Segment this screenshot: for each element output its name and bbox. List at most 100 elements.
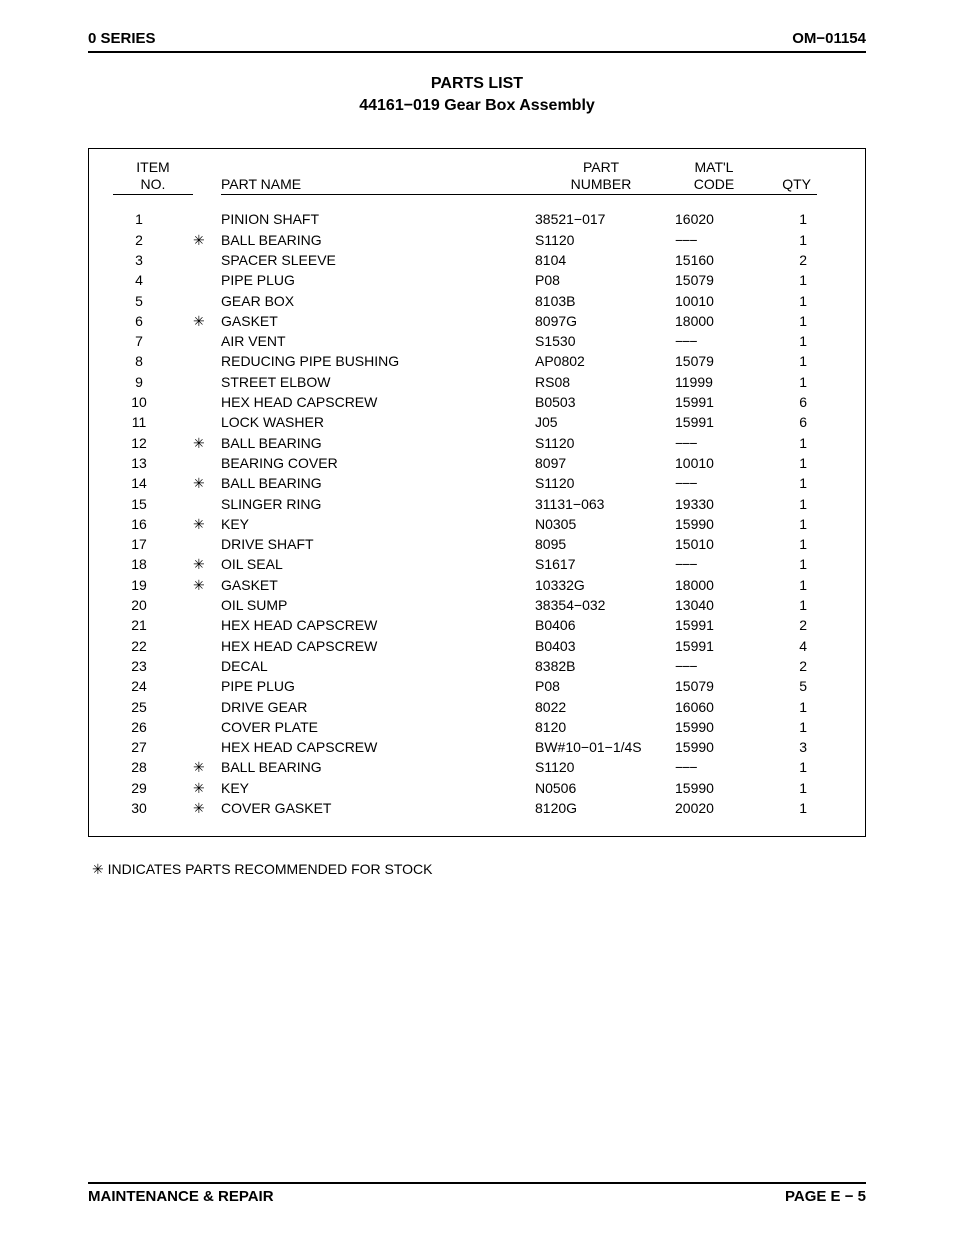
cell-item: 5 [113, 291, 193, 311]
cell-qty: 1 [757, 798, 817, 818]
cell-item: 6 [113, 311, 193, 331]
cell-name: GASKET [221, 311, 531, 331]
cell-matl: −−− [671, 230, 757, 250]
table-row: 21HEX HEAD CAPSCREWB0406159912 [113, 615, 841, 635]
cell-part: P08 [531, 676, 671, 696]
cell-name: BEARING COVER [221, 453, 531, 473]
cell-matl: 11999 [671, 372, 757, 392]
cell-matl: 15079 [671, 351, 757, 371]
table-row: 29✳KEYN0506159901 [113, 778, 841, 798]
cell-part: 8095 [531, 534, 671, 554]
page-footer: MAINTENANCE & REPAIR PAGE E − 5 [88, 1182, 866, 1205]
cell-part: S1617 [531, 554, 671, 574]
cell-part: 8097G [531, 311, 671, 331]
cell-item: 14 [113, 473, 193, 493]
cell-item: 25 [113, 697, 193, 717]
cell-qty: 1 [757, 494, 817, 514]
table-row: 8REDUCING PIPE BUSHINGAP0802150791 [113, 351, 841, 371]
cell-part: RS08 [531, 372, 671, 392]
cell-matl: 10010 [671, 453, 757, 473]
cell-qty: 1 [757, 778, 817, 798]
table-row: 30✳COVER GASKET8120G200201 [113, 798, 841, 818]
cell-item: 17 [113, 534, 193, 554]
cell-item: 27 [113, 737, 193, 757]
cell-name: SPACER SLEEVE [221, 250, 531, 270]
cell-matl: 18000 [671, 575, 757, 595]
cell-item: 2 [113, 230, 193, 250]
cell-item: 8 [113, 351, 193, 371]
cell-qty: 2 [757, 656, 817, 676]
cell-star [193, 494, 221, 514]
table-row: 5GEAR BOX8103B100101 [113, 291, 841, 311]
cell-name: COVER GASKET [221, 798, 531, 818]
cell-item: 11 [113, 412, 193, 432]
cell-name: DECAL [221, 656, 531, 676]
cell-item: 4 [113, 270, 193, 290]
cell-name: PIPE PLUG [221, 676, 531, 696]
cell-item: 24 [113, 676, 193, 696]
table-row: 19✳GASKET10332G180001 [113, 575, 841, 595]
cell-name: REDUCING PIPE BUSHING [221, 351, 531, 371]
header-rule [88, 51, 866, 53]
cell-item: 7 [113, 331, 193, 351]
cell-star: ✳ [193, 473, 221, 493]
cell-part: 8022 [531, 697, 671, 717]
cell-star: ✳ [193, 433, 221, 453]
cell-item: 18 [113, 554, 193, 574]
cell-qty: 1 [757, 230, 817, 250]
cell-part: N0305 [531, 514, 671, 534]
cell-name: PIPE PLUG [221, 270, 531, 290]
cell-name: STREET ELBOW [221, 372, 531, 392]
cell-matl: 10010 [671, 291, 757, 311]
cell-part: P08 [531, 270, 671, 290]
cell-star: ✳ [193, 230, 221, 250]
table-row: 17DRIVE SHAFT8095150101 [113, 534, 841, 554]
cell-qty: 1 [757, 514, 817, 534]
table-row: 10HEX HEAD CAPSCREWB0503159916 [113, 392, 841, 412]
table-body: 1PINION SHAFT38521−0171602012✳BALL BEARI… [113, 209, 841, 818]
table-row: 25DRIVE GEAR8022160601 [113, 697, 841, 717]
cell-item: 10 [113, 392, 193, 412]
table-row: 3SPACER SLEEVE8104151602 [113, 250, 841, 270]
cell-matl: −−− [671, 331, 757, 351]
cell-qty: 1 [757, 209, 817, 229]
cell-matl: −−− [671, 656, 757, 676]
cell-part: S1530 [531, 331, 671, 351]
col-matl: MAT'L CODE [671, 159, 757, 196]
cell-part: 8120 [531, 717, 671, 737]
cell-part: 8104 [531, 250, 671, 270]
cell-star [193, 392, 221, 412]
cell-matl: 15990 [671, 514, 757, 534]
cell-matl: 16020 [671, 209, 757, 229]
cell-part: BW#10−01−1/4S [531, 737, 671, 757]
table-row: 11LOCK WASHERJ05159916 [113, 412, 841, 432]
table-row: 24PIPE PLUGP08150795 [113, 676, 841, 696]
cell-part: 8382B [531, 656, 671, 676]
cell-part: S1120 [531, 433, 671, 453]
cell-item: 28 [113, 757, 193, 777]
cell-qty: 1 [757, 311, 817, 331]
header-right: OM−01154 [792, 30, 866, 47]
cell-matl: 13040 [671, 595, 757, 615]
cell-matl: 15990 [671, 737, 757, 757]
cell-item: 22 [113, 636, 193, 656]
footnote: ✳ INDICATES PARTS RECOMMENDED FOR STOCK [92, 861, 866, 878]
cell-item: 30 [113, 798, 193, 818]
table-row: 23DECAL8382B−−−2 [113, 656, 841, 676]
cell-name: KEY [221, 514, 531, 534]
cell-star [193, 656, 221, 676]
cell-qty: 1 [757, 473, 817, 493]
cell-star [193, 372, 221, 392]
cell-star [193, 291, 221, 311]
cell-star [193, 717, 221, 737]
cell-qty: 1 [757, 575, 817, 595]
cell-star [193, 270, 221, 290]
cell-star [193, 676, 221, 696]
cell-star [193, 250, 221, 270]
cell-qty: 2 [757, 250, 817, 270]
table-row: 12✳BALL BEARINGS1120−−−1 [113, 433, 841, 453]
cell-star: ✳ [193, 575, 221, 595]
table-row: 26COVER PLATE8120159901 [113, 717, 841, 737]
cell-name: DRIVE SHAFT [221, 534, 531, 554]
cell-matl: 19330 [671, 494, 757, 514]
